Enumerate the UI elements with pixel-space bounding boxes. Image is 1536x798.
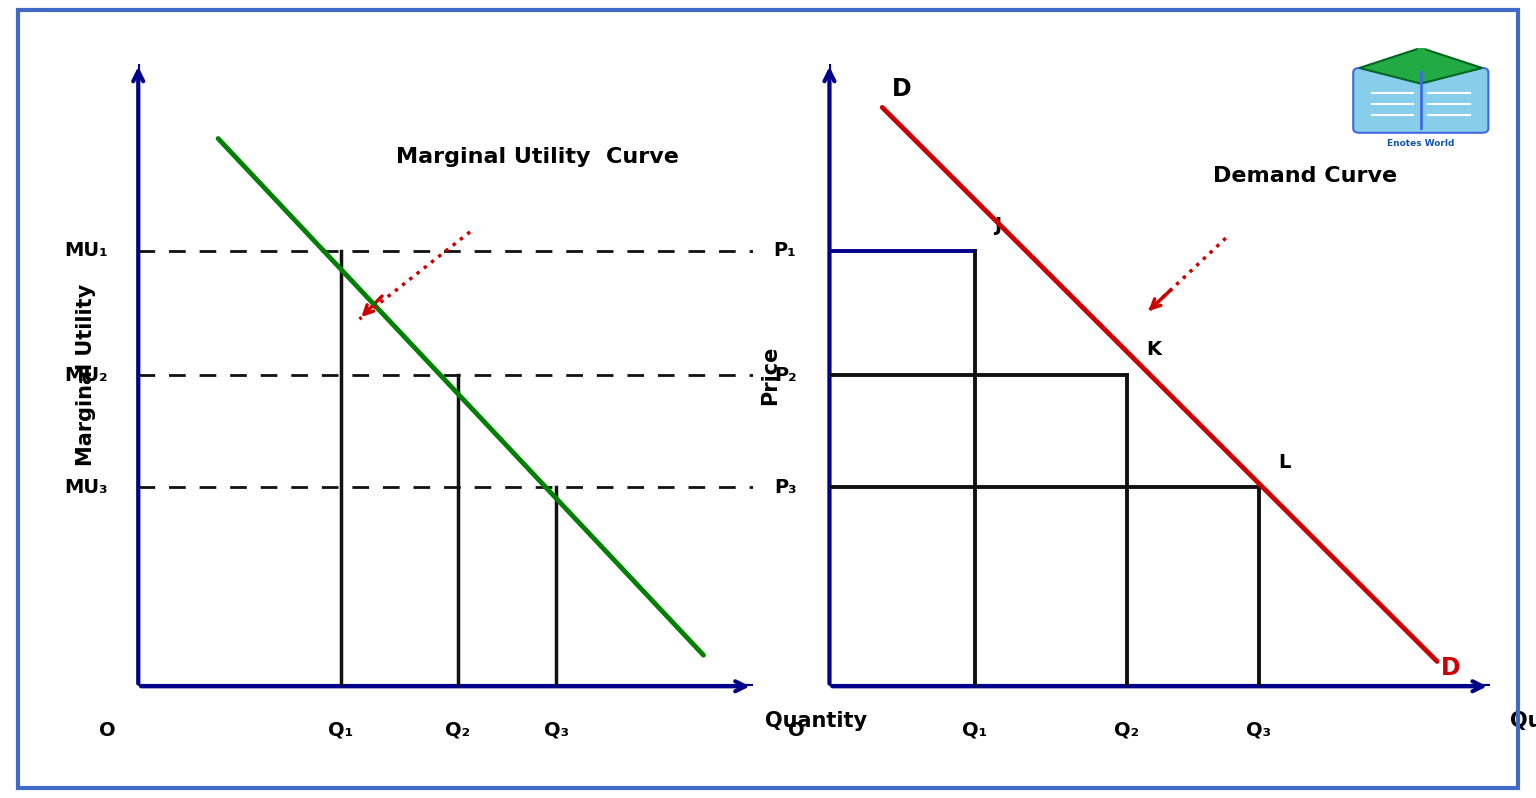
- Polygon shape: [1359, 48, 1482, 84]
- Text: MU₁: MU₁: [65, 241, 108, 260]
- Text: Marginal Utility: Marginal Utility: [75, 284, 97, 466]
- Text: Q₂: Q₂: [1114, 721, 1140, 740]
- Text: Price: Price: [760, 346, 780, 405]
- Text: MU₂: MU₂: [65, 365, 108, 385]
- Text: J: J: [995, 216, 1001, 235]
- Text: O: O: [788, 721, 805, 740]
- Text: Q₃: Q₃: [544, 721, 568, 740]
- Text: P₁: P₁: [774, 241, 796, 260]
- Text: Quantity: Quantity: [765, 710, 866, 730]
- Text: MU₃: MU₃: [65, 477, 108, 496]
- Text: Marginal Utility  Curve: Marginal Utility Curve: [396, 147, 679, 168]
- Text: D: D: [1441, 656, 1461, 680]
- Text: D: D: [892, 77, 912, 101]
- Text: Q₃: Q₃: [1246, 721, 1272, 740]
- Text: P₃: P₃: [774, 477, 796, 496]
- Text: L: L: [1278, 452, 1290, 472]
- Text: Quantity: Quantity: [1510, 710, 1536, 730]
- Text: Q₁: Q₁: [329, 721, 353, 740]
- Text: Demand Curve: Demand Curve: [1213, 166, 1398, 186]
- Text: O: O: [100, 721, 115, 740]
- FancyBboxPatch shape: [1353, 68, 1488, 132]
- Text: Enotes World: Enotes World: [1387, 140, 1455, 148]
- Text: P₂: P₂: [774, 365, 796, 385]
- Text: Q₁: Q₁: [962, 721, 988, 740]
- Text: K: K: [1146, 341, 1161, 359]
- Text: Q₂: Q₂: [445, 721, 470, 740]
